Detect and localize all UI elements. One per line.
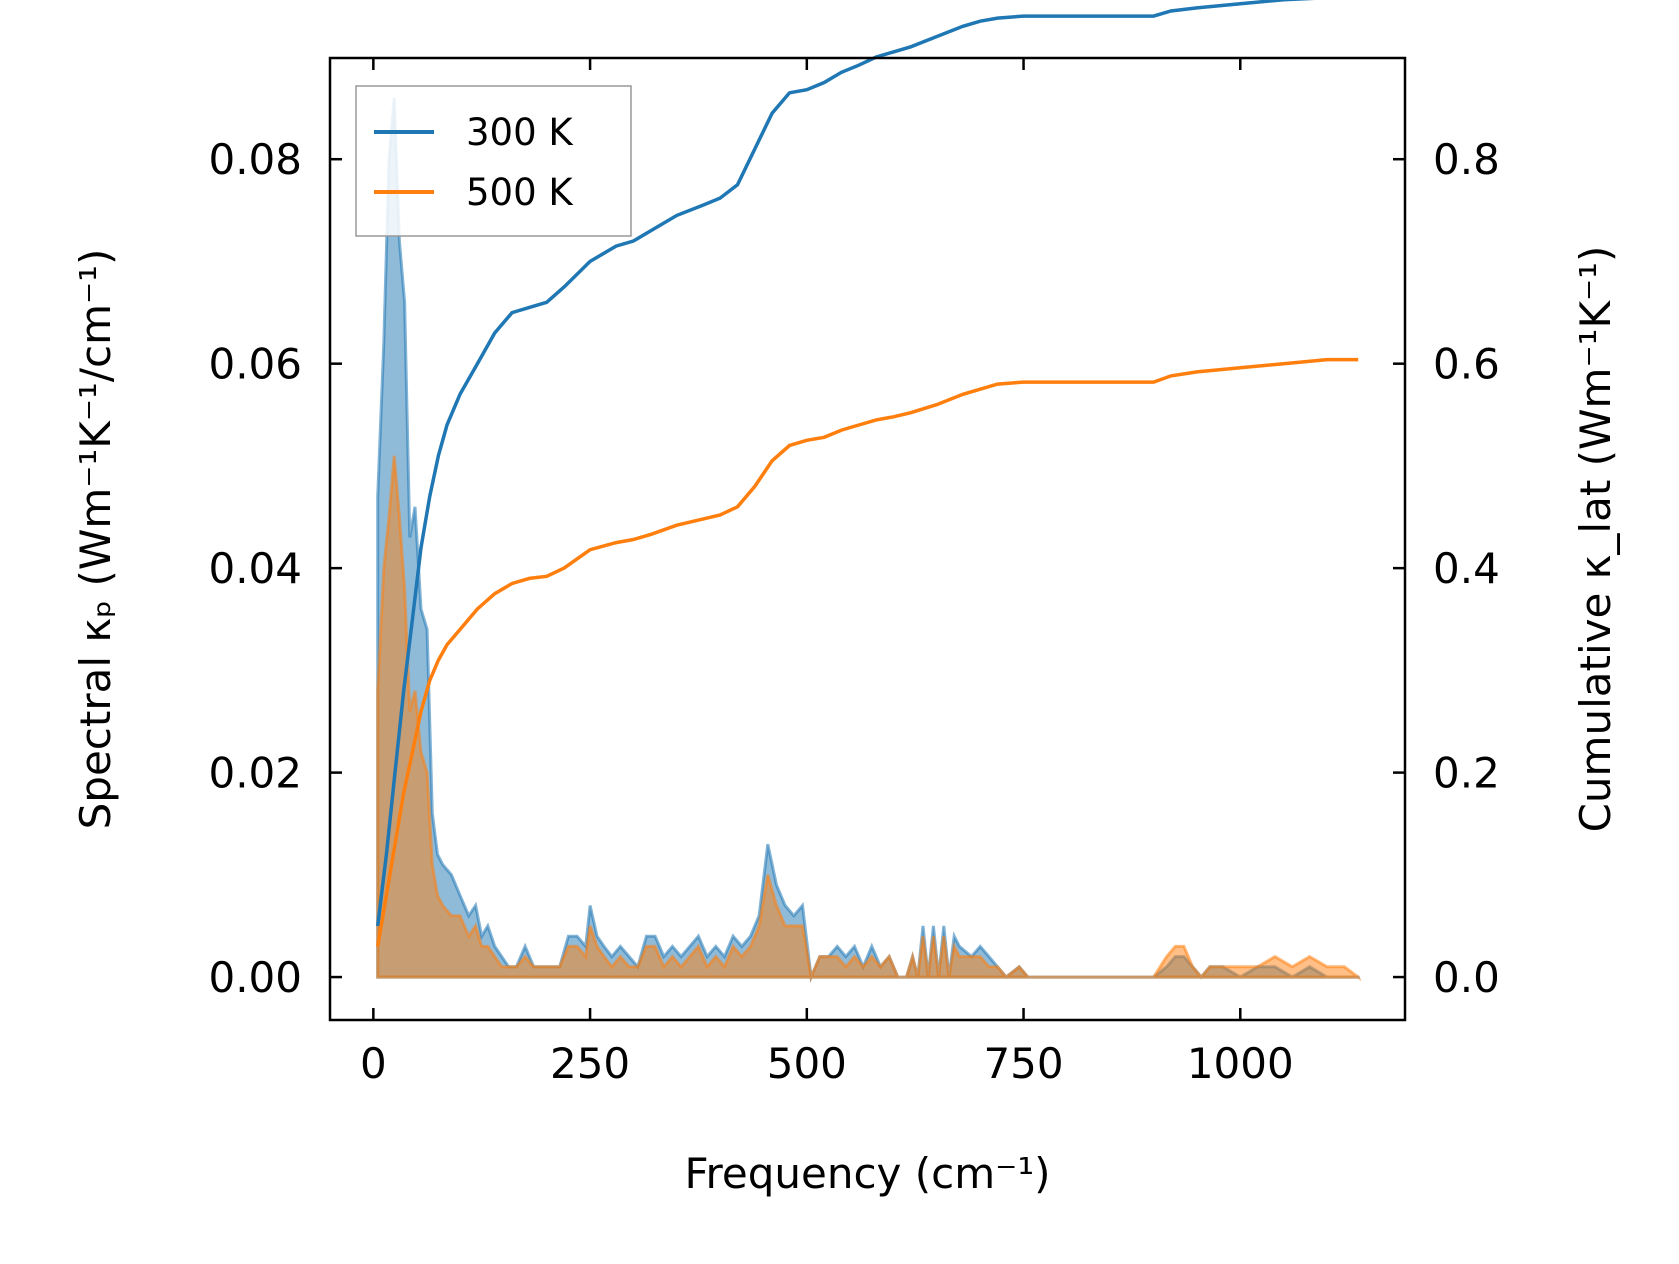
x-tick-label: 250	[550, 1039, 630, 1088]
x-tick-label: 1000	[1187, 1039, 1294, 1088]
y-tick-label-right: 0.8	[1433, 135, 1500, 184]
legend-frame	[355, 85, 632, 237]
y-tick-label-left: 0.08	[208, 135, 302, 184]
y-tick-label-left: 0.00	[208, 953, 302, 1002]
y-tick-label-left: 0.06	[208, 340, 302, 389]
y-tick-label-right: 0.6	[1433, 340, 1500, 389]
x-axis-label: Frequency (cm⁻¹)	[684, 1149, 1050, 1198]
plot-frame	[328, 56, 1407, 1022]
y-axis-label-right: Cumulative κ_lat (Wm⁻¹K⁻¹)	[1571, 246, 1620, 833]
y-tick-label-right: 0.4	[1433, 544, 1500, 593]
plot-area	[375, 0, 1361, 983]
cumulative-line-500-k	[375, 357, 1359, 947]
cumulative-line-300-k	[375, 0, 1316, 927]
x-tick-label: 500	[767, 1039, 847, 1088]
legend: 300 K 500 K	[355, 85, 632, 237]
y-tick-label-right: 0.0	[1433, 953, 1500, 1002]
axes: 0 250 500 750 1000 0.00 0.02 0.04 0.06 0.08 0.0 0.2…	[208, 56, 1500, 1088]
y-tick-label-right: 0.2	[1433, 749, 1500, 798]
x-tick-label: 750	[983, 1039, 1063, 1088]
legend-label: 500 K	[466, 171, 574, 214]
y-tick-label-left: 0.04	[208, 544, 302, 593]
legend-label: 300 K	[466, 111, 574, 154]
x-tick-label: 0	[360, 1039, 387, 1088]
y-axis-label-left: Spectral κₚ (Wm⁻¹K⁻¹/cm⁻¹)	[71, 249, 120, 830]
y-tick-label-left: 0.02	[208, 749, 302, 798]
spectral-area-500-k	[376, 455, 1361, 983]
